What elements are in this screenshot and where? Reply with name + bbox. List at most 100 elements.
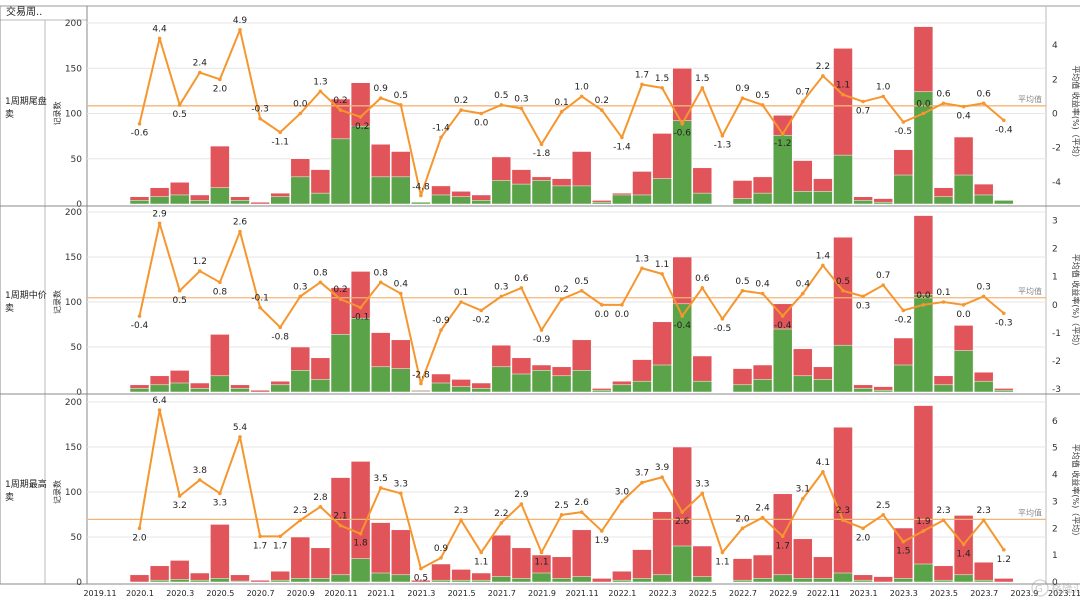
left-tick-label: 50 xyxy=(71,533,83,543)
bar-total xyxy=(592,578,612,583)
avg-point xyxy=(378,486,383,490)
avg-point xyxy=(177,288,182,293)
bar-green xyxy=(772,328,793,393)
data-label: 1.3 xyxy=(635,254,649,264)
bar-green xyxy=(511,578,532,583)
bar-green xyxy=(612,579,632,583)
left-tick-label: 150 xyxy=(65,443,82,453)
left-tick-label: 0 xyxy=(76,578,82,588)
data-label: 0.6 xyxy=(977,89,992,99)
avg-point xyxy=(459,300,463,304)
avg-point xyxy=(157,221,162,226)
row-label-cont: 卖 xyxy=(5,109,14,120)
data-label: 1.1 xyxy=(655,260,669,270)
data-label: 2.0 xyxy=(856,533,871,543)
avg-point xyxy=(760,515,765,520)
data-label: 1.9 xyxy=(595,536,610,546)
bar-green xyxy=(933,196,954,205)
data-label: 1.1 xyxy=(715,557,729,567)
data-label: 3.3 xyxy=(213,498,227,508)
avg-point xyxy=(921,111,926,116)
avg-point xyxy=(941,300,946,304)
avg-point xyxy=(620,303,624,307)
avg-point xyxy=(720,550,725,555)
right-axis-title: 平均值 收益率(%)（平均） xyxy=(1071,254,1080,350)
data-label: 3.3 xyxy=(394,479,408,489)
left-axis-title: 记录数 xyxy=(52,102,62,126)
data-label: 1.5 xyxy=(655,74,669,84)
avg-point xyxy=(258,534,262,539)
data-label: 2.4 xyxy=(755,504,770,514)
bar-total xyxy=(632,549,652,583)
bar-green xyxy=(893,578,914,583)
bar-green xyxy=(772,574,793,583)
data-label: -0.9 xyxy=(533,335,551,345)
data-label: 3.5 xyxy=(374,474,388,484)
x-tick-label: 2022.9 xyxy=(769,589,797,598)
bar-green xyxy=(612,194,632,205)
left-tick-label: 200 xyxy=(65,398,82,408)
bar-green xyxy=(692,576,713,583)
bar-green xyxy=(632,578,652,583)
row-label-cont: 卖 xyxy=(5,492,14,503)
avg-point xyxy=(358,115,363,119)
data-label: 0.1 xyxy=(454,288,468,298)
data-label: 1.5 xyxy=(695,74,709,84)
data-label: 1.0 xyxy=(575,82,590,92)
avg-point xyxy=(600,529,604,533)
avg-point xyxy=(801,99,805,104)
avg-point xyxy=(821,74,825,78)
data-label: 0.5 xyxy=(575,277,589,287)
bar-total xyxy=(310,547,331,583)
bar-total xyxy=(913,405,934,583)
avg-point xyxy=(419,381,423,386)
avg-point xyxy=(640,480,644,485)
avg-point xyxy=(720,133,725,138)
bar-green xyxy=(310,578,331,583)
data-label: 1.7 xyxy=(776,541,790,551)
data-label: -0.6 xyxy=(131,129,149,139)
x-tick-label: 2022.1 xyxy=(608,589,636,598)
right-tick-label: 4 xyxy=(1052,471,1058,481)
ref-line-label: 平均值 xyxy=(1018,286,1042,296)
right-tick-label: 1 xyxy=(1052,551,1058,561)
bar-green xyxy=(913,563,934,583)
avg-point xyxy=(338,523,343,528)
avg-point xyxy=(760,103,765,107)
right-tick-label: 2 xyxy=(1052,524,1058,534)
avg-point xyxy=(961,542,966,547)
bar-green xyxy=(451,579,471,583)
bar-green xyxy=(290,176,311,205)
avg-point xyxy=(338,297,343,301)
avg-point xyxy=(921,529,926,533)
data-label: -0.1 xyxy=(352,313,370,323)
data-label: 0.1 xyxy=(554,98,568,108)
avg-point xyxy=(881,94,885,99)
data-label: 4.1 xyxy=(816,458,830,468)
avg-line xyxy=(138,409,1005,570)
data-label: -1.2 xyxy=(774,139,792,149)
bar-green xyxy=(873,201,893,205)
bar-green xyxy=(571,185,592,205)
avg-point xyxy=(378,96,383,100)
data-label: -1.3 xyxy=(714,141,732,151)
bar-green xyxy=(330,574,351,583)
avg-point xyxy=(740,96,745,100)
avg-point xyxy=(258,116,262,121)
data-label: -0.6 xyxy=(673,129,691,139)
right-tick-label: 6 xyxy=(1052,417,1058,427)
bar-green xyxy=(853,200,873,205)
bar-green xyxy=(310,379,331,393)
avg-point xyxy=(539,550,544,555)
avg-point xyxy=(901,308,906,313)
data-label: -0.4 xyxy=(774,321,792,331)
avg-point xyxy=(881,513,885,517)
bar-green xyxy=(994,389,1014,393)
x-tick-label: 2023.1 xyxy=(850,589,878,598)
bar-green xyxy=(169,579,190,583)
data-label: 1.0 xyxy=(876,82,891,92)
data-label: 2.0 xyxy=(132,533,147,543)
avg-point xyxy=(198,70,202,75)
data-label: -0.4 xyxy=(673,321,691,331)
